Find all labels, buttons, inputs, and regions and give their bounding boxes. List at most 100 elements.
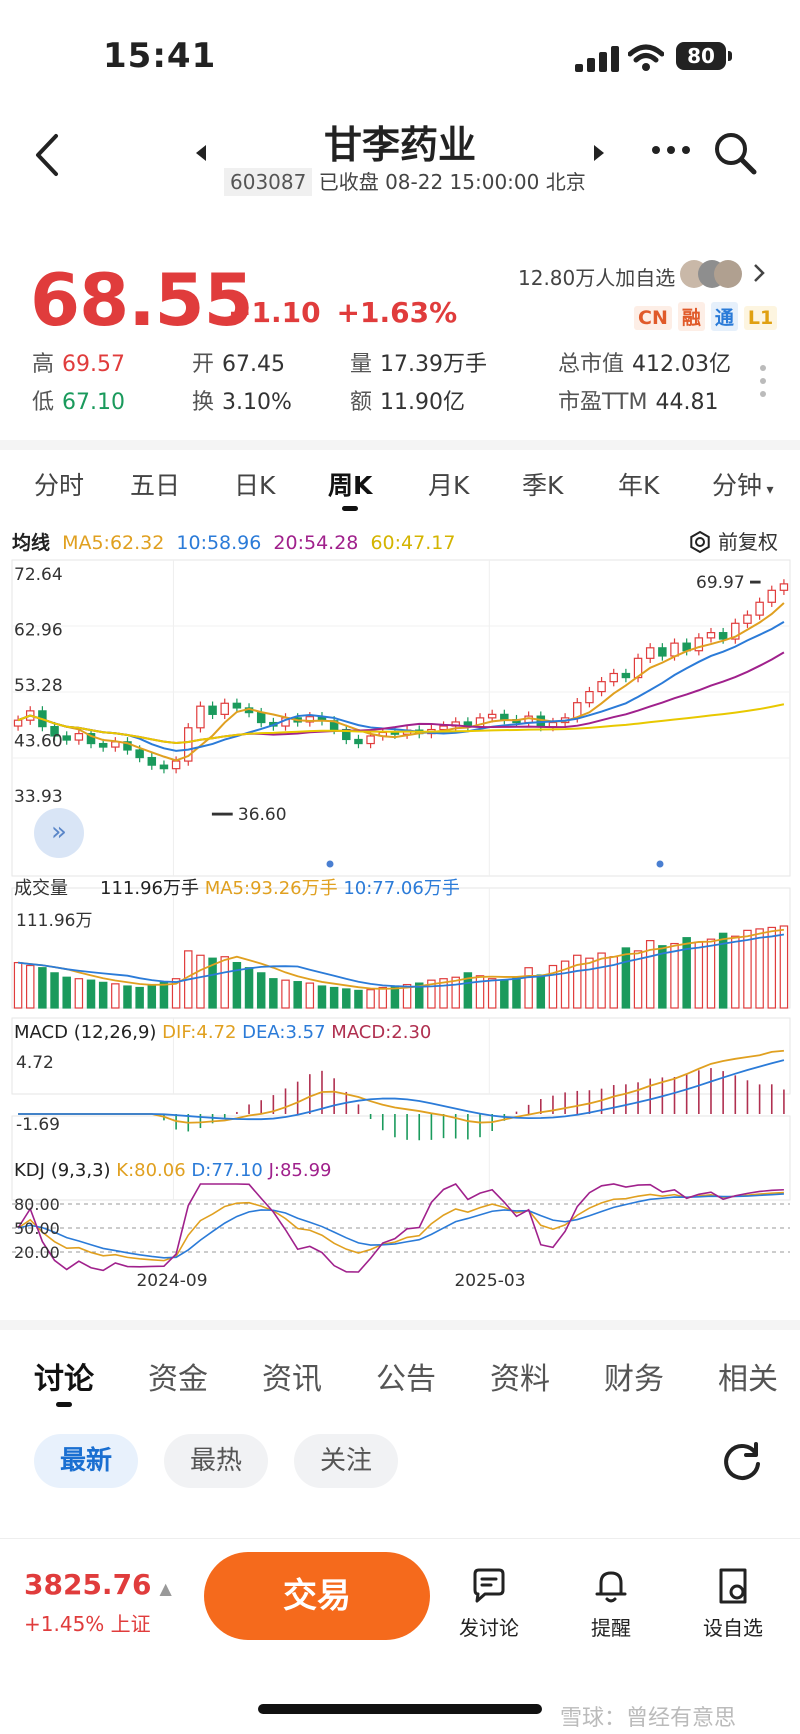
- filter-hot[interactable]: 最热: [164, 1434, 268, 1488]
- price-tick: 33.93: [14, 787, 63, 807]
- kdj-tick: 50.00: [14, 1219, 60, 1238]
- macd-legend: MACD (12,26,9) DIF:4.72 DEA:3.57 MACD:2.…: [14, 1022, 431, 1043]
- volume-bar: [354, 989, 363, 1009]
- prev-stock-icon[interactable]: [194, 144, 208, 162]
- ma10-value: 10:58.96: [176, 532, 262, 554]
- index-value[interactable]: 3825.76 ▲: [24, 1568, 172, 1601]
- candle: [609, 672, 618, 683]
- volume-title: 成交量: [14, 878, 68, 899]
- candle: [718, 632, 728, 640]
- macd-tick: -1.69: [16, 1115, 60, 1135]
- badge-connect: 通: [710, 302, 738, 331]
- candle: [548, 721, 558, 728]
- tab-announcements[interactable]: 公告: [376, 1362, 436, 1397]
- candle: [74, 733, 84, 741]
- candle: [779, 583, 789, 591]
- k-line-chart[interactable]: 72.64 62.96 53.28 43.60 33.93 69.97 ━ ━━ 36.60…: [0, 558, 800, 1298]
- alert-button[interactable]: 提醒: [556, 1566, 666, 1641]
- volume-bar: [427, 979, 436, 1009]
- volume-bar: [171, 978, 181, 1009]
- volume-bar: [670, 942, 679, 1009]
- volume-bar: [317, 985, 327, 1009]
- event-dot: [326, 860, 334, 868]
- volume-bar: [439, 978, 448, 1009]
- ma-legend: 均线 MA5:62.32 10:58.96 20:54.28 60:47.17: [12, 528, 455, 555]
- refresh-icon[interactable]: [720, 1440, 764, 1484]
- period-tabs: 分时 五日 日K 周K 月K 季K 年K 分钟 ▾: [0, 456, 800, 511]
- cellular-signal-icon: [575, 46, 619, 72]
- tab-discussion[interactable]: 讨论: [34, 1362, 94, 1397]
- battery-tip: [728, 51, 732, 61]
- expand-chart-button[interactable]: »: [34, 808, 84, 858]
- follower-avatars[interactable]: [678, 258, 744, 290]
- filter-following[interactable]: 关注: [294, 1434, 398, 1488]
- volume-bar: [366, 989, 375, 1009]
- candle: [670, 642, 679, 657]
- volume-bar: [50, 972, 59, 1009]
- candle: [342, 728, 351, 741]
- tab-profile[interactable]: 资料: [490, 1362, 550, 1397]
- tab-quarterly-k[interactable]: 季K: [522, 471, 564, 500]
- candle: [597, 681, 606, 693]
- candle: [208, 705, 217, 715]
- price-tick: 43.60: [14, 732, 63, 752]
- post-discussion-button[interactable]: 发讨论: [434, 1566, 544, 1641]
- tab-weekly-k[interactable]: 周K: [328, 471, 373, 500]
- volume-bar: [402, 983, 412, 1009]
- candle: [743, 614, 752, 624]
- tab-yearly-k[interactable]: 年K: [618, 471, 660, 500]
- volume-bar: [25, 964, 35, 1009]
- candle: [706, 632, 716, 639]
- tab-minute[interactable]: 分钟 ▾: [712, 471, 774, 500]
- candle: [256, 712, 266, 724]
- tab-intraday[interactable]: 分时: [34, 471, 85, 500]
- section-divider-2: [0, 1320, 800, 1330]
- filter-latest[interactable]: 最新: [34, 1434, 138, 1488]
- adjust-toggle[interactable]: 前复权: [688, 526, 778, 555]
- tab-capital[interactable]: 资金: [148, 1362, 208, 1397]
- next-stock-icon[interactable]: [592, 144, 606, 162]
- tab-related[interactable]: 相关: [718, 1362, 778, 1397]
- panel-frame: [11, 559, 791, 877]
- trade-button[interactable]: 交易: [204, 1552, 430, 1640]
- volume-bar: [208, 957, 217, 1009]
- volume-bar: [342, 988, 351, 1009]
- volume-bar: [414, 982, 424, 1009]
- tab-five-day[interactable]: 五日: [130, 471, 181, 500]
- battery-indicator: 80: [676, 42, 726, 70]
- tab-financials[interactable]: 财务: [604, 1362, 664, 1397]
- badge-cn: CN: [634, 306, 672, 330]
- candle: [135, 749, 144, 759]
- volume-tick: 111.96万: [16, 911, 92, 931]
- volume-bar: [62, 976, 71, 1009]
- candle: [220, 702, 229, 715]
- stat-open: 开 67.45: [192, 352, 285, 377]
- back-arrow-icon[interactable]: [30, 130, 70, 180]
- kdj-tick: 20.00: [14, 1243, 60, 1262]
- vertical-more-icon[interactable]: [760, 364, 766, 398]
- candle: [500, 713, 509, 721]
- volume-bar: [38, 967, 47, 1009]
- more-icon[interactable]: [650, 140, 692, 160]
- candle: [585, 690, 594, 704]
- volume-bar: [573, 954, 582, 1009]
- status-time: 15:41: [103, 36, 217, 76]
- candle: [159, 764, 169, 770]
- volume-bar: [548, 964, 558, 1009]
- tab-news[interactable]: 资讯: [262, 1362, 322, 1397]
- add-watchlist-button[interactable]: 设自选: [678, 1566, 788, 1641]
- candle: [366, 735, 375, 745]
- tab-monthly-k[interactable]: 月K: [428, 471, 470, 500]
- chevron-right-icon[interactable]: [752, 262, 766, 284]
- followers-count[interactable]: 12.80万人加自选: [518, 266, 676, 290]
- volume-bar: [560, 960, 570, 1009]
- volume-bar: [281, 979, 290, 1009]
- volume-bar: [111, 983, 120, 1009]
- dif-line: [18, 1049, 785, 1124]
- tab-daily-k[interactable]: 日K: [234, 471, 276, 500]
- search-icon[interactable]: [712, 130, 758, 176]
- price-tick: 62.96: [14, 621, 63, 641]
- current-price: 68.55: [30, 258, 254, 342]
- volume-bar: [475, 975, 485, 1009]
- panel-frame: [11, 1115, 791, 1201]
